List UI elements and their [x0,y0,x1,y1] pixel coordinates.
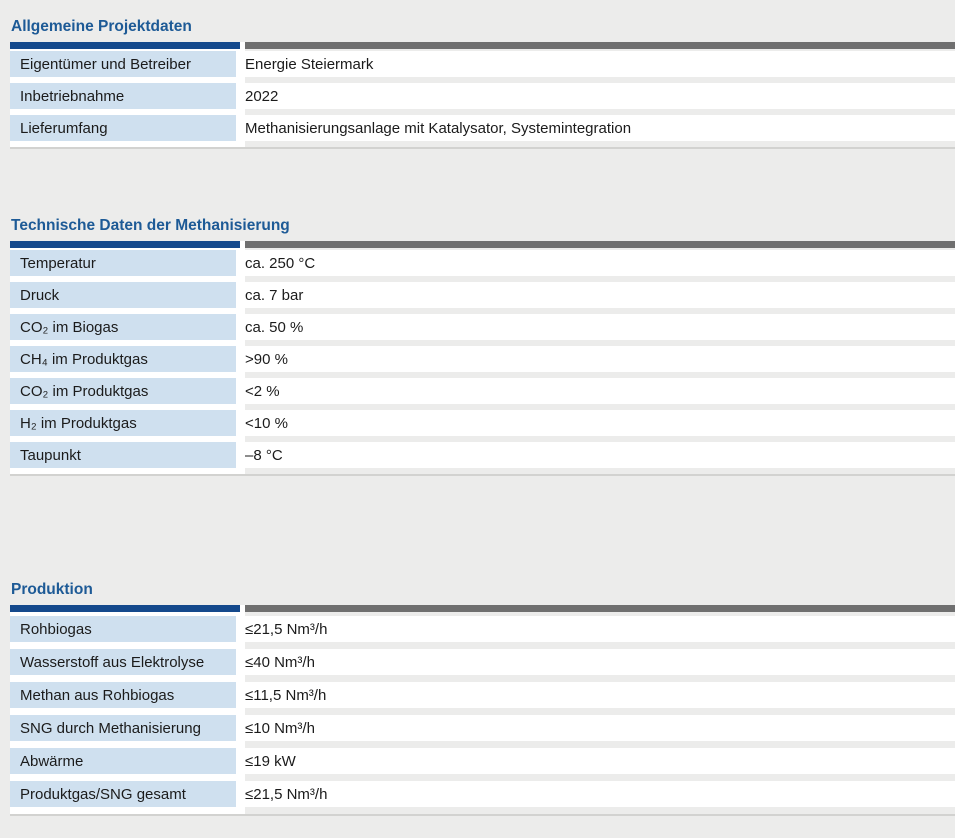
table-row: Rohbiogas ≤21,5 Nm³/h [10,616,955,642]
row-label: Methan aus Rohbiogas [10,682,236,708]
row-value: Energie Steiermark [236,51,955,77]
row-value: ca. 7 bar [236,282,955,308]
row-label: H₂ im Produktgas [10,410,236,436]
section-heading: Technische Daten der Methanisierung [11,217,290,234]
row-value: <10 % [236,410,955,436]
table-row: SNG durch Methanisierung ≤10 Nm³/h [10,715,955,741]
table-header-bar [10,605,955,612]
row-label: CO₂ im Biogas [10,314,236,340]
row-label: Wasserstoff aus Elektrolyse [10,649,236,675]
table-row: Produktgas/SNG gesamt ≤21,5 Nm³/h [10,781,955,807]
table-row: Abwärme ≤19 kW [10,748,955,774]
table-row: H₂ im Produktgas <10 % [10,410,955,436]
header-bar-gray-segment [245,605,955,612]
table-row: Eigentümer und Betreiber Energie Steierm… [10,51,955,77]
table-row: Methan aus Rohbiogas ≤11,5 Nm³/h [10,682,955,708]
header-bar-blue-segment [10,42,240,49]
row-value: ≤21,5 Nm³/h [236,616,955,642]
row-label: Lieferumfang [10,115,236,141]
row-value: ≤21,5 Nm³/h [236,781,955,807]
row-label: Taupunkt [10,442,236,468]
row-value: ca. 250 °C [236,250,955,276]
row-value: ≤19 kW [236,748,955,774]
row-label: Druck [10,282,236,308]
row-label: Abwärme [10,748,236,774]
row-label: SNG durch Methanisierung [10,715,236,741]
row-label: Rohbiogas [10,616,236,642]
table-row: Druck ca. 7 bar [10,282,955,308]
row-label: Inbetriebnahme [10,83,236,109]
table-row: CO₂ im Produktgas <2 % [10,378,955,404]
table-row: CH₄ im Produktgas >90 % [10,346,955,372]
section-heading: Produktion [11,581,93,598]
header-bar-gray-segment [245,241,955,248]
row-value: ≤11,5 Nm³/h [236,682,955,708]
table-row: Temperatur ca. 250 °C [10,250,955,276]
data-table: Eigentümer und Betreiber Energie Steierm… [10,42,955,149]
table-row: Taupunkt –8 °C [10,442,955,468]
table-row: Inbetriebnahme 2022 [10,83,955,109]
table-bottom-border [10,814,955,816]
row-value: ≤10 Nm³/h [236,715,955,741]
row-label: Temperatur [10,250,236,276]
row-value: ≤40 Nm³/h [236,649,955,675]
row-value: ca. 50 % [236,314,955,340]
section-heading: Allgemeine Projektdaten [11,18,192,35]
table-row: Lieferumfang Methanisierungsanlage mit K… [10,115,955,141]
row-label: CH₄ im Produktgas [10,346,236,372]
row-value: >90 % [236,346,955,372]
header-bar-blue-segment [10,605,240,612]
header-bar-blue-segment [10,241,240,248]
row-label: Produktgas/SNG gesamt [10,781,236,807]
section-allgemeine-projektdaten: Allgemeine Projektdaten Eigentümer und B… [0,18,955,149]
table-bottom-border [10,147,955,149]
table-header-bar [10,42,955,49]
table-row: Wasserstoff aus Elektrolyse ≤40 Nm³/h [10,649,955,675]
header-bar-gray-segment [245,42,955,49]
row-value: –8 °C [236,442,955,468]
section-technische-daten: Technische Daten der Methanisierung Temp… [0,217,955,476]
row-label: Eigentümer und Betreiber [10,51,236,77]
table-row: CO₂ im Biogas ca. 50 % [10,314,955,340]
table-header-bar [10,241,955,248]
row-value: <2 % [236,378,955,404]
row-value: Methanisierungsanlage mit Katalysator, S… [236,115,955,141]
row-value: 2022 [236,83,955,109]
section-produktion: Produktion Rohbiogas ≤21,5 Nm³/h Wassers… [0,581,955,816]
table-bottom-border [10,474,955,476]
data-table: Rohbiogas ≤21,5 Nm³/h Wasserstoff aus El… [10,605,955,816]
data-table: Temperatur ca. 250 °C Druck ca. 7 bar CO… [10,241,955,476]
row-label: CO₂ im Produktgas [10,378,236,404]
